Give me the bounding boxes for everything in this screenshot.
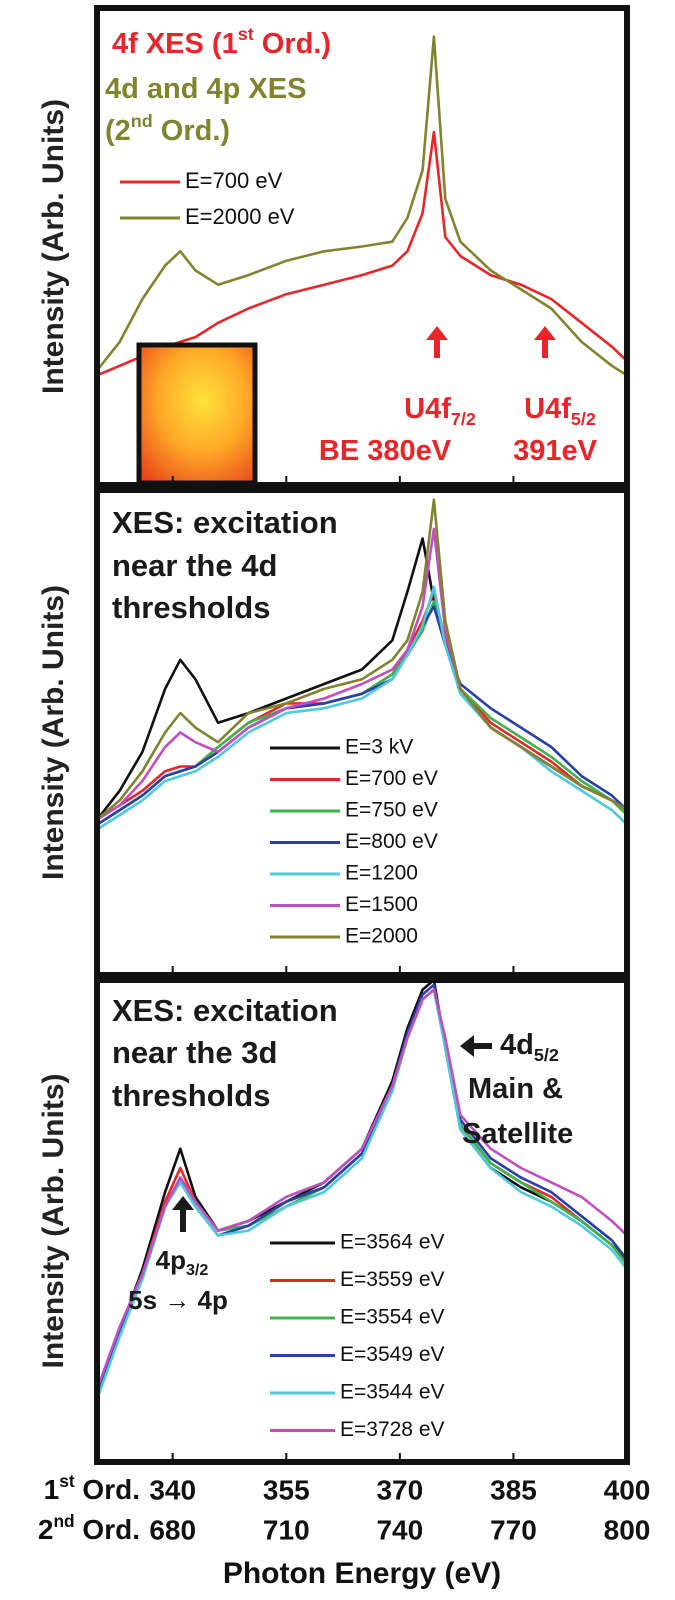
text-part: 1	[44, 1474, 60, 1505]
x-tick-label: 340	[149, 1474, 196, 1505]
text-part: st	[238, 24, 254, 44]
annotation: XES: excitation	[112, 993, 338, 1028]
text-part: near the 4d	[112, 548, 277, 583]
annotation: 5s → 4p	[128, 1285, 228, 1315]
annotation: 391eV	[513, 435, 598, 467]
x-tick-label: 400	[604, 1474, 651, 1505]
annotation: near the 4d	[112, 548, 277, 583]
annotation: (2nd Ord.)	[105, 111, 230, 147]
legend-label: E=2000	[345, 925, 418, 948]
x-tick-prefix: 1st Ord.	[44, 1471, 140, 1506]
legend-label: E=3554 eV	[340, 1306, 445, 1329]
annotation: BE 380eV	[319, 435, 452, 467]
y-axis-label: Intensity (Arb. Units)	[37, 585, 70, 880]
legend-label: E=3728 eV	[340, 1418, 445, 1441]
text-part: Satellite	[462, 1118, 573, 1150]
legend-label: E=1500	[345, 893, 418, 916]
x-tick-label: 355	[263, 1474, 310, 1505]
legend-label: E=3549 eV	[340, 1343, 445, 1366]
text-part: XES: excitation	[112, 993, 338, 1028]
x-axis-label: Photon Energy (eV)	[223, 1557, 501, 1590]
annotation: near the 3d	[112, 1035, 277, 1070]
x-tick-label: 385	[490, 1474, 537, 1505]
annotation: 4d and 4p XES	[105, 73, 306, 105]
legend-label: E=3559 eV	[340, 1268, 445, 1291]
arrow-head	[460, 1035, 474, 1057]
text-part: Ord.)	[254, 28, 331, 60]
legend-label: E=3 kV	[345, 736, 413, 759]
text-part: nd	[131, 111, 153, 131]
annotation: thresholds	[112, 590, 270, 625]
x2-tick-label: 800	[604, 1514, 651, 1545]
text-part: Main &	[468, 1073, 563, 1105]
text-part: BE 380eV	[319, 435, 452, 467]
text-part: 5s → 4p	[128, 1285, 228, 1315]
y-axis-label: Intensity (Arb. Units)	[37, 1073, 70, 1368]
text-part: nd	[53, 1511, 74, 1531]
x2-tick-label: 680	[149, 1514, 196, 1545]
text-part: 2	[38, 1514, 54, 1545]
spectrum-line	[97, 606, 627, 824]
text-part: 3/2	[186, 1261, 208, 1279]
text-part: thresholds	[112, 590, 270, 625]
legend-label: E=700 eV	[345, 767, 438, 790]
annotation: U4f5/2	[524, 393, 596, 429]
arrow-head	[426, 326, 448, 340]
inset-image	[139, 345, 255, 483]
text-part: 7/2	[451, 409, 476, 429]
text-part: 5/2	[534, 1045, 559, 1065]
legend-label: E=1200	[345, 862, 418, 885]
text-part: 4p	[156, 1245, 186, 1275]
legend-label: E=2000 eV	[185, 204, 295, 229]
text-part: 4d and 4p XES	[105, 73, 306, 105]
legend-label: E=700 eV	[185, 168, 283, 193]
x2-tick-prefix: 2nd Ord.	[38, 1511, 140, 1546]
text-part: U4f	[404, 393, 451, 425]
text-part: Ord.	[75, 1514, 140, 1545]
text-part: st	[59, 1471, 75, 1491]
annotation: XES: excitation	[112, 505, 338, 540]
x2-tick-label: 710	[263, 1514, 310, 1545]
text-part: near the 3d	[112, 1035, 277, 1070]
legend-label: E=3564 eV	[340, 1231, 445, 1254]
text-part: 5/2	[571, 409, 596, 429]
legend-label: E=800 eV	[345, 830, 438, 853]
x2-tick-label: 770	[490, 1514, 537, 1545]
text-part: U4f	[524, 393, 571, 425]
x2-tick-label: 740	[376, 1514, 423, 1545]
annotation: Main &	[468, 1073, 563, 1105]
text-part: XES: excitation	[112, 505, 338, 540]
figure: Intensity (Arb. Units) E=700 eV E=2000 eV 4…	[0, 0, 675, 1600]
annotation: thresholds	[112, 1078, 270, 1113]
page: Intensity (Arb. Units) E=700 eV E=2000 eV 4…	[0, 0, 675, 1600]
text-part: Ord.)	[153, 115, 230, 147]
spectrum-line	[97, 602, 627, 825]
text-part: thresholds	[112, 1078, 270, 1113]
annotation: 4d5/2	[500, 1029, 559, 1065]
text-part: 4f XES (1	[112, 28, 238, 60]
text-part: 391eV	[513, 435, 598, 467]
x-tick-label: 370	[376, 1474, 423, 1505]
annotation: U4f7/2	[404, 393, 476, 429]
annotation: Satellite	[462, 1118, 573, 1150]
y-axis-label: Intensity (Arb. Units)	[37, 99, 70, 394]
text-part: 4d	[500, 1029, 534, 1061]
legend-label: E=750 eV	[345, 799, 438, 822]
annotation: 4f XES (1st Ord.)	[112, 24, 331, 60]
text-part: (2	[105, 115, 131, 147]
annotation: 4p3/2	[156, 1245, 209, 1279]
text-part: Ord.	[75, 1474, 140, 1505]
arrow-head	[534, 326, 556, 340]
legend-label: E=3544 eV	[340, 1381, 445, 1404]
